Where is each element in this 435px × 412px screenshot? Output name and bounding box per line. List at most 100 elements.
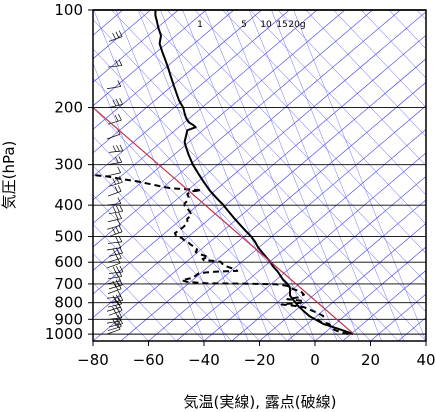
isotherm-line — [425, 340, 426, 341]
wind-barb-shaft — [107, 190, 122, 197]
wind-barb-feather — [112, 99, 117, 107]
y-tick-label: 800 — [54, 294, 83, 312]
mixing-ratio-line — [271, 10, 405, 341]
wind-barb — [108, 30, 123, 42]
dry-adiabat-line — [388, 10, 426, 50]
wind-barb-feather — [117, 0, 120, 6]
wind-barb-shaft — [106, 133, 121, 140]
wind-barb-feather — [115, 226, 120, 234]
mixing-ratio-line — [160, 10, 294, 341]
wind-barb-shaft — [107, 276, 122, 280]
wind-barb-feather — [116, 294, 120, 302]
isotherm-line — [93, 34, 426, 318]
x-tick-label: −60 — [133, 351, 165, 369]
dry-adiabat-line — [93, 194, 232, 341]
wind-barb-shaft — [107, 303, 122, 308]
x-axis: −80 −60 −40 −20 0 20 40 — [77, 341, 435, 369]
y-axis-title: 気圧(hPa) — [0, 141, 18, 210]
wind-barb-feather — [112, 178, 117, 185]
isotherm-line — [93, 10, 346, 224]
wind-barb-shaft — [106, 203, 121, 206]
mixing-ratio-label: 10 — [260, 20, 272, 30]
dry-adiabat-line — [93, 165, 260, 341]
isobar-gridlines — [93, 9, 426, 335]
wind-barb-feather — [118, 212, 122, 219]
x-tick-label: 20 — [361, 351, 380, 369]
wind-barb — [108, 98, 123, 108]
wind-barb-shaft — [107, 326, 122, 331]
mixing-ratio-line — [182, 10, 316, 341]
wind-barb-shaft — [107, 119, 122, 125]
isotherm-line — [342, 270, 426, 341]
wind-barb-shaft — [106, 329, 121, 335]
mixing-ratio-line — [204, 10, 338, 341]
y-tick-label: 600 — [54, 253, 83, 271]
mixing-ratio-label: 5 — [241, 20, 247, 30]
wind-barb — [108, 278, 123, 290]
wind-barb-feather — [112, 319, 117, 326]
y-tick-label: 300 — [54, 156, 83, 174]
y-tick-label: 500 — [54, 228, 83, 246]
dry-adiabat-line — [194, 10, 426, 254]
mixing-ratio-line — [248, 10, 382, 341]
wind-barb — [107, 235, 123, 244]
dry-adiabat-line — [93, 282, 149, 341]
isotherm-line — [231, 175, 426, 341]
wind-barb-feather — [117, 290, 122, 297]
y-tick-label: 1000 — [45, 325, 83, 343]
isotherm-line — [148, 105, 426, 341]
wind-barb — [106, 274, 121, 285]
wind-barb-feather — [114, 213, 119, 220]
wind-barb-feather — [119, 205, 124, 212]
isotherm-line — [259, 199, 426, 341]
x-tick-label: 40 — [416, 351, 435, 369]
wind-barb — [107, 185, 122, 197]
wind-barb — [107, 113, 122, 125]
dry-adiabat-line — [305, 10, 426, 137]
dry-adiabat-line — [361, 10, 426, 79]
wind-barb-shaft — [107, 288, 122, 294]
wind-barb-feather — [118, 113, 122, 121]
wind-barb-feather — [114, 186, 119, 193]
wind-barb-shaft — [108, 310, 123, 316]
isotherm-line — [93, 10, 207, 107]
wind-barb-feather — [115, 99, 120, 106]
wind-barb-shaft — [106, 172, 121, 177]
isotherm-line — [287, 223, 426, 341]
dry-adiabat-line — [139, 10, 426, 313]
wind-barb-feather — [115, 236, 119, 243]
dry-adiabat-line — [277, 10, 426, 167]
wind-barb-shaft — [107, 218, 122, 223]
wind-barb — [108, 225, 123, 237]
wind-barb-shaft — [107, 241, 122, 244]
dry-adiabat-line — [93, 48, 371, 341]
isotherm-line — [93, 10, 373, 248]
wind-barb — [106, 323, 121, 335]
wind-barb — [107, 0, 120, 11]
wind-barb-feather — [112, 295, 117, 302]
dry-adiabat-line — [93, 253, 177, 341]
wind-barb-feather — [118, 59, 123, 66]
isotherm-line — [93, 10, 262, 154]
wind-barb-shaft — [106, 306, 121, 312]
isotherm-line — [93, 10, 235, 130]
profile-lines — [93, 10, 355, 336]
wind-barb-feather — [112, 280, 117, 288]
isotherm-line — [314, 246, 426, 341]
wind-barb-feather — [112, 266, 117, 273]
isotherm-line — [93, 58, 426, 341]
wind-barb — [106, 197, 122, 206]
wind-barb — [107, 212, 122, 223]
dry-adiabat-line — [93, 19, 399, 341]
dry-adiabat-line — [93, 77, 343, 341]
wind-barb-feather — [117, 80, 122, 87]
wind-barb — [108, 144, 124, 153]
wind-barb-feather — [114, 283, 119, 291]
wind-barb — [107, 156, 123, 165]
isotherm-line — [120, 81, 426, 341]
wind-barb-feather — [112, 206, 117, 213]
mixing-ratio-line — [226, 10, 360, 341]
wind-barb-feather — [115, 305, 120, 312]
wind-barb-shaft — [107, 161, 122, 165]
temperature-line — [154, 10, 354, 336]
